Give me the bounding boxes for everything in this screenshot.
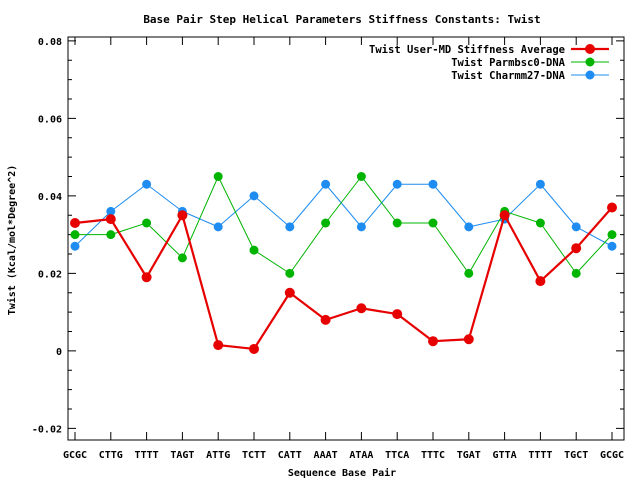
data-point-series-1	[392, 309, 403, 320]
data-point-series-2	[535, 218, 545, 228]
data-point-series-3	[70, 241, 80, 251]
data-point-series-2	[607, 230, 617, 240]
data-point-series-1	[284, 287, 295, 298]
data-point-series-2	[142, 218, 152, 228]
data-point-series-2	[428, 218, 438, 228]
data-point-series-1	[356, 303, 367, 314]
data-point-series-3	[571, 222, 581, 232]
x-tick-label: GCGC	[600, 450, 624, 461]
data-point-series-1	[571, 243, 582, 254]
legend-label-series-2: Twist Parmbsc0-DNA	[451, 57, 565, 69]
y-tick-label: 0.04	[38, 192, 62, 203]
data-point-series-1	[70, 218, 80, 228]
data-point-series-1	[428, 336, 438, 347]
data-point-series-1	[213, 340, 224, 351]
y-tick-label: 0.08	[38, 37, 62, 48]
data-point-series-3	[142, 179, 152, 189]
x-axis-label: Sequence Base Pair	[288, 467, 396, 479]
legend-marker-series-1	[585, 44, 595, 54]
data-point-series-3	[392, 179, 402, 189]
data-point-series-1	[177, 210, 188, 221]
series-line-2	[75, 176, 613, 274]
data-point-series-2	[70, 230, 80, 240]
chart-title: Base Pair Step Helical Parameters Stiffn…	[143, 13, 540, 26]
data-point-series-3	[285, 222, 295, 232]
data-point-series-3	[249, 191, 259, 201]
data-point-series-1	[463, 334, 474, 345]
y-tick-label: 0.02	[38, 269, 62, 280]
data-point-series-2	[249, 245, 259, 255]
x-tick-label: TTTC	[421, 450, 445, 461]
x-tick-label: TGCT	[564, 450, 588, 461]
y-axis-label: Twist (Kcal/mol*Degree^2)	[6, 165, 18, 316]
x-tick-label: CATT	[278, 450, 302, 461]
data-point-series-1	[607, 202, 617, 213]
data-point-series-3	[356, 222, 366, 232]
x-tick-label: TTCA	[385, 450, 409, 461]
data-point-series-3	[535, 179, 545, 189]
data-point-series-1	[499, 210, 510, 221]
data-point-series-3	[106, 206, 116, 216]
x-tick-label: TCTT	[242, 450, 266, 461]
data-point-series-2	[321, 218, 331, 228]
data-point-series-2	[464, 268, 474, 278]
data-point-series-1	[535, 276, 546, 287]
x-tick-label: CTTG	[99, 450, 123, 461]
x-tick-label: ATTG	[206, 450, 230, 461]
x-tick-label: TTTT	[528, 450, 552, 461]
data-point-series-2	[177, 253, 187, 263]
data-point-series-3	[321, 179, 331, 189]
x-tick-label: AAAT	[314, 450, 338, 461]
data-point-series-1	[105, 214, 116, 225]
data-point-series-3	[428, 179, 438, 189]
data-point-series-3	[607, 241, 617, 251]
x-tick-label: GTTA	[493, 450, 517, 461]
series-line-1	[74, 206, 613, 351]
y-tick-label: -0.02	[32, 424, 62, 435]
x-tick-label: TTTT	[135, 450, 159, 461]
data-point-series-2	[285, 268, 295, 278]
data-point-series-1	[320, 314, 331, 325]
data-point-series-2	[213, 172, 223, 181]
data-point-series-1	[141, 272, 152, 283]
x-tick-label: ATAA	[349, 450, 373, 461]
data-point-series-2	[356, 172, 366, 181]
legend-marker-series-2	[585, 57, 595, 67]
y-tick-label: 0	[56, 347, 62, 358]
y-tick-label: 0.06	[38, 114, 62, 125]
x-tick-label: TAGT	[170, 450, 194, 461]
data-point-series-2	[392, 218, 402, 228]
data-point-series-2	[571, 268, 581, 278]
legend-label-series-3: Twist Charmm27-DNA	[451, 70, 565, 82]
data-point-series-3	[464, 222, 474, 232]
data-point-series-2	[106, 230, 116, 240]
series-line-3	[74, 183, 613, 247]
data-point-series-3	[213, 222, 223, 232]
x-tick-label: GCGC	[63, 450, 87, 461]
x-tick-label: TGAT	[457, 450, 481, 461]
plot-frame	[67, 36, 625, 441]
data-point-series-1	[249, 343, 259, 354]
legend-marker-series-3	[585, 70, 595, 80]
legend-label-series-1: Twist User-MD Stiffness Average	[369, 44, 565, 56]
